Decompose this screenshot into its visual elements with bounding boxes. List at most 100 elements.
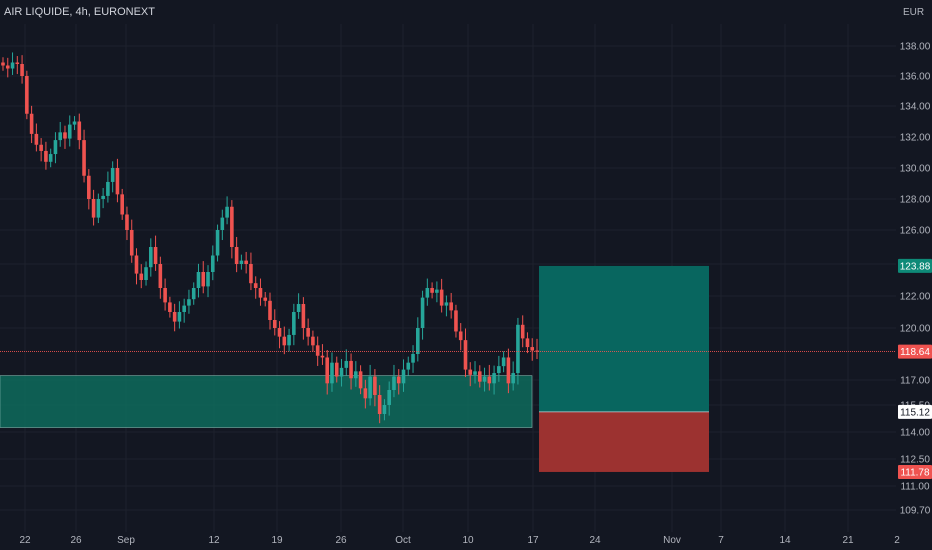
candle-body (29, 113, 34, 134)
candle-body (106, 181, 110, 196)
candle-body (44, 150, 48, 162)
candle-body (215, 230, 220, 256)
y-tick-label: 117.00 (900, 376, 930, 387)
candle-body (501, 357, 506, 367)
entry-price-tag-label: 115.12 (900, 407, 930, 418)
candle-body (330, 362, 334, 384)
x-tick-label: 2 (894, 535, 900, 546)
candle-body (406, 362, 411, 370)
candle-body (463, 340, 468, 370)
candle-body (82, 140, 86, 176)
candle-body (416, 328, 420, 354)
candle-body (277, 328, 282, 337)
x-tick-label: Oct (395, 535, 411, 546)
candle-body (368, 376, 372, 399)
candle-body (454, 310, 458, 332)
last-price-tag-label: 118.64 (900, 347, 930, 358)
y-tick-label: 130.00 (900, 164, 931, 175)
candle-body (492, 373, 496, 384)
candle-body (473, 371, 477, 375)
target-price-tag (898, 258, 932, 273)
candle-body (520, 324, 525, 339)
candle-body (187, 299, 191, 306)
candle-body (72, 121, 77, 125)
candle-body (191, 288, 196, 300)
candle-body (149, 247, 153, 268)
candle-body (315, 345, 320, 356)
x-tick-label: Sep (117, 535, 135, 546)
candle-body (435, 289, 439, 293)
candle-body (177, 312, 182, 322)
candle-body (10, 62, 15, 69)
candle-body (63, 132, 67, 139)
candle-body (306, 328, 310, 337)
candle-body (354, 371, 358, 379)
y-tick-label: 126.00 (900, 226, 931, 237)
chart-title: AIR LIQUIDE, 4h, EURONEXT (4, 6, 155, 18)
candle-body (449, 302, 453, 311)
candle-body (439, 289, 444, 306)
entry-price-tag (898, 404, 932, 419)
candle-body (349, 360, 353, 379)
candle-body (230, 206, 234, 247)
candle-body (258, 288, 263, 298)
candle-body (420, 297, 425, 328)
candle-body (225, 206, 229, 218)
stop-zone (539, 411, 709, 472)
y-tick-label: 136.00 (900, 72, 931, 83)
candle-body (344, 360, 349, 368)
candle-body (139, 273, 144, 280)
candle-body (292, 312, 296, 335)
candle-body (172, 312, 177, 322)
x-tick-label: Nov (663, 535, 681, 546)
candle-body (39, 144, 43, 151)
candle-body (15, 62, 20, 64)
x-tick-label: 24 (589, 535, 601, 546)
candle-body (444, 302, 449, 306)
candle-body (129, 230, 134, 256)
candle-body (525, 338, 530, 348)
x-tick-label: 26 (335, 535, 347, 546)
price-tags: 123.88 118.64 115.12 111.78 (898, 258, 932, 479)
candle-body (425, 288, 430, 298)
candle-body (220, 217, 225, 230)
candle-body (168, 302, 172, 312)
candle-body (249, 264, 253, 284)
time-axis[interactable]: 22 26 Sep 12 19 26 Oct 10 17 24 Nov 7 14 21 2 (19, 535, 900, 546)
candle-body (320, 355, 325, 358)
x-tick-label: 19 (271, 535, 283, 546)
candle-body (163, 288, 167, 303)
candle-body (196, 272, 201, 288)
candle-body (263, 297, 268, 301)
candle-body (125, 214, 129, 230)
candle-body (497, 366, 501, 374)
candle-body (182, 305, 186, 312)
candle-body (430, 288, 434, 293)
zones-layer (0, 265, 709, 472)
candle-body (373, 376, 377, 395)
candle-body (134, 255, 139, 274)
candle-body (20, 64, 24, 76)
candle-body (530, 347, 535, 351)
candle-body (234, 247, 239, 264)
candle-body (334, 362, 339, 377)
candle-body (91, 199, 96, 218)
x-tick-label: 21 (842, 535, 854, 546)
candle-body (482, 376, 487, 382)
candle-body (287, 334, 291, 346)
candle-body (101, 195, 105, 199)
candle-body (296, 304, 301, 312)
candle-body (144, 267, 148, 280)
candle-body (272, 320, 277, 328)
candle-body (535, 350, 539, 352)
x-tick-label: 17 (527, 535, 539, 546)
candle-body (506, 357, 511, 384)
stop-price-tag (898, 464, 932, 479)
candle-body (387, 390, 391, 405)
candle-body (87, 175, 91, 199)
candles-layer (1, 52, 539, 424)
candle-body (477, 371, 482, 382)
candle-body (392, 376, 396, 390)
